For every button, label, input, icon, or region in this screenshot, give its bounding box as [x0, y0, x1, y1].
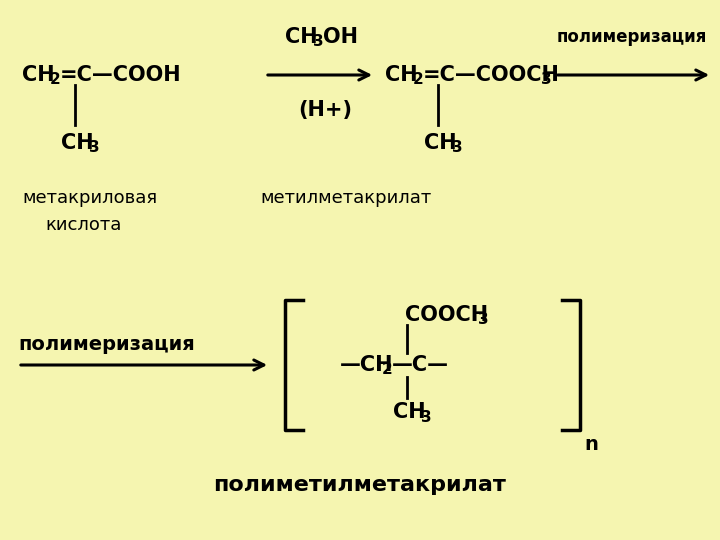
Text: 3: 3	[478, 313, 489, 327]
Text: 2: 2	[382, 362, 392, 377]
Text: 3: 3	[541, 72, 552, 87]
Text: =C—COOCH: =C—COOCH	[423, 65, 560, 85]
Text: COOCH: COOCH	[405, 305, 488, 325]
Text: 3: 3	[452, 140, 463, 156]
Text: n: n	[584, 435, 598, 454]
Text: OH: OH	[323, 27, 358, 47]
Text: 3: 3	[89, 140, 99, 156]
Text: метилметакрилат: метилметакрилат	[260, 189, 431, 207]
Text: (H+): (H+)	[298, 100, 352, 120]
Text: —CH: —CH	[340, 355, 394, 375]
Text: 3: 3	[421, 409, 431, 424]
Text: CH: CH	[61, 133, 94, 153]
Text: CH: CH	[393, 402, 426, 422]
Text: CH: CH	[385, 65, 418, 85]
Text: CH: CH	[424, 133, 456, 153]
Text: полимеризация: полимеризация	[557, 28, 707, 46]
Text: 2: 2	[413, 72, 424, 87]
Text: кислота: кислота	[45, 216, 122, 234]
Text: полимеризация: полимеризация	[18, 335, 194, 354]
Text: —C—: —C—	[392, 355, 449, 375]
Text: =C—COOH: =C—COOH	[60, 65, 181, 85]
Text: полиметилметакрилат: полиметилметакрилат	[214, 475, 506, 495]
Text: 2: 2	[50, 72, 60, 87]
Text: CH: CH	[22, 65, 55, 85]
Text: 3: 3	[313, 35, 323, 50]
Text: метакриловая: метакриловая	[22, 189, 157, 207]
Text: CH: CH	[285, 27, 318, 47]
